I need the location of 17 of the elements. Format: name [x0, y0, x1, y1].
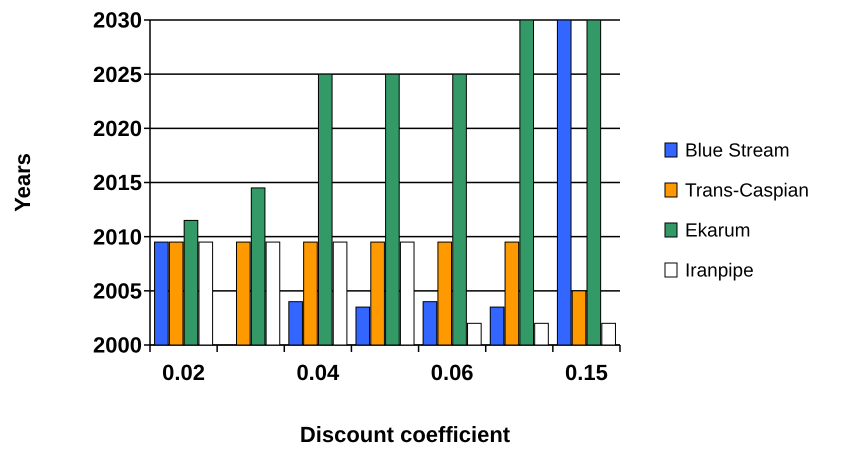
- legend-label: Blue Stream: [685, 140, 790, 162]
- y-tick-label: 2005: [93, 278, 142, 304]
- y-tick-label: 2030: [93, 8, 142, 33]
- y-axis-title: Years: [10, 153, 35, 212]
- y-tick-label: 2025: [93, 62, 142, 87]
- legend-label: Trans-Caspian: [685, 180, 809, 202]
- y-tick-label: 2015: [93, 170, 142, 196]
- legend-label: Iranpipe: [685, 260, 754, 282]
- x-tick-label: 0.15: [565, 360, 608, 385]
- x-tick-label: 0.02: [162, 360, 205, 385]
- x-axis-title: Discount coefficient: [300, 422, 511, 447]
- x-tick-label: 0.04: [296, 360, 340, 385]
- legend-label: Ekarum: [685, 220, 750, 242]
- y-tick-label: 2000: [93, 332, 142, 358]
- y-tick-label: 2020: [93, 116, 142, 142]
- y-tick-label: 2010: [93, 224, 142, 250]
- x-tick-label: 0.06: [430, 360, 474, 385]
